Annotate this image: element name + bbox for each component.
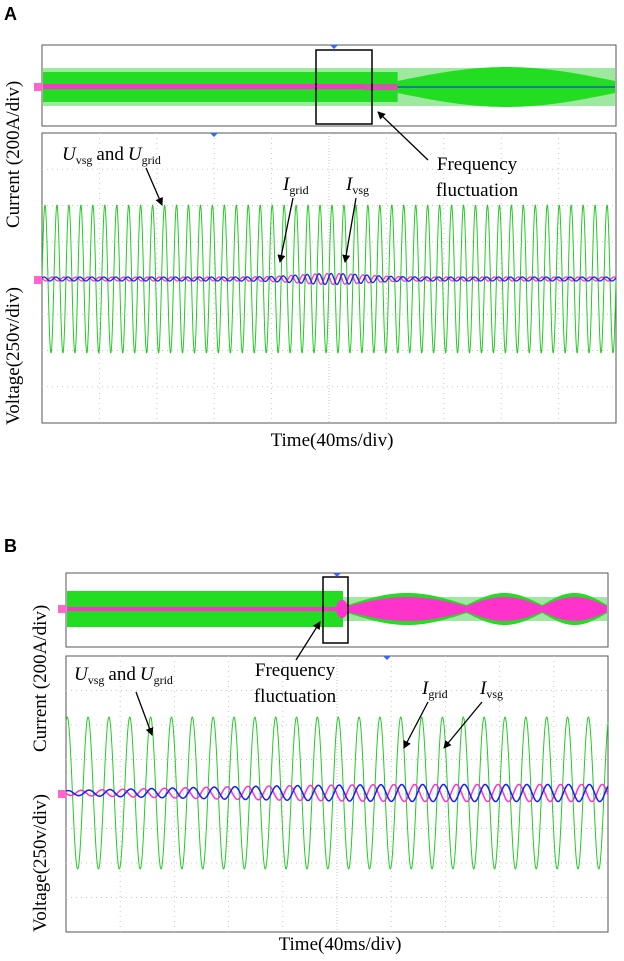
panel-b-overview-current-envelope — [542, 597, 607, 621]
panel-a-frequency-label-2: fluctuation — [436, 180, 519, 201]
panel-a-i-grid-label: Igrid — [282, 174, 309, 197]
panel-a-u-arrow — [145, 167, 163, 206]
panel-a-overview-level-marker — [34, 83, 42, 91]
panel-b-overview-level-marker — [58, 605, 66, 613]
panel-a-label: A — [4, 4, 17, 24]
panel-a-overview-current-band — [43, 84, 364, 89]
panel-a-i-grid-arrow — [277, 197, 294, 263]
panel-b-i-vsg-trace — [65, 783, 609, 803]
panel-b-voltage-trace — [65, 716, 609, 870]
panel-b-zero-marker — [58, 790, 66, 798]
panel-b-frequency-arrow — [295, 621, 321, 661]
panel-b-frequency-label-1: Frequency — [255, 660, 336, 681]
panel-a-overview — [34, 44, 617, 127]
panel-b-overview-current-burst — [336, 600, 348, 618]
panel-a: A Voltage(250v/div) Current (200A/div) T… — [3, 4, 617, 451]
panel-a-zero-marker — [34, 276, 42, 284]
panel-b-i-grid-label: Igrid — [421, 678, 448, 701]
panel-b-i-grid-arrow — [403, 701, 429, 749]
panel-a-u-label: Uvsg and Ugrid — [62, 144, 161, 167]
panel-a-i-vsg-arrow — [342, 197, 357, 263]
panel-b-i-vsg-label: Ivsg — [479, 678, 503, 701]
panel-a-ylabel-current: Current (200A/div) — [3, 81, 24, 228]
panel-b-ylabel-current: Current (200A/div) — [30, 605, 51, 752]
panel-b-u-arrow — [135, 691, 154, 736]
panel-a-main-plot — [34, 132, 617, 424]
panel-a-voltage-trace — [41, 204, 617, 354]
panel-b: B Voltage(250v/div) Current (200A/div) T… — [4, 536, 609, 955]
panel-b-trigger-marker — [333, 573, 341, 577]
panel-b-zoom-window — [322, 576, 349, 644]
panel-a-frequency-label-1: Frequency — [437, 154, 518, 175]
panel-b-overview-current-envelope — [347, 597, 467, 621]
panel-b-label: B — [4, 536, 17, 556]
panel-b-i-vsg-arrow — [443, 701, 483, 749]
panel-b-i-grid-trace — [65, 783, 609, 803]
panel-b-overview-current-envelope — [466, 597, 543, 621]
panel-a-overview-current-bump — [363, 84, 398, 90]
panel-a-zoom-window — [315, 49, 373, 125]
panel-a-frequency-arrow — [377, 111, 429, 161]
panel-b-frequency-label-2: fluctuation — [254, 686, 337, 707]
panel-b-u-label: Uvsg and Ugrid — [74, 664, 173, 687]
panel-b-main-plot — [58, 655, 609, 933]
panel-b-ylabel-voltage: Voltage(250v/div) — [30, 794, 51, 932]
panel-b-overview-current-band — [67, 607, 337, 611]
panel-a-i-grid-trace — [41, 272, 617, 286]
panel-b-overview — [58, 572, 609, 648]
panel-a-i-vsg-label: Ivsg — [345, 174, 369, 197]
panel-a-trigger-marker-main — [210, 133, 218, 137]
panel-b-xlabel: Time(40ms/div) — [279, 934, 402, 955]
panel-a-ylabel-voltage: Voltage(250v/div) — [3, 287, 24, 425]
panel-a-xlabel: Time(40ms/div) — [271, 430, 394, 451]
panel-a-trigger-marker — [330, 45, 338, 49]
panel-b-trigger-marker-main — [383, 656, 391, 660]
